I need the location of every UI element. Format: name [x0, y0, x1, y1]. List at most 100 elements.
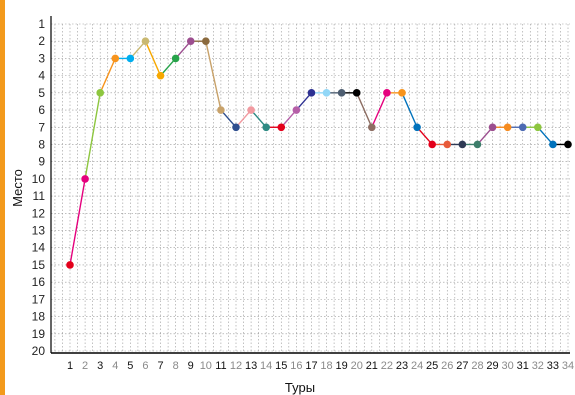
- y-tick-label: 2: [38, 34, 45, 48]
- y-tick-label: 4: [38, 69, 45, 83]
- y-tick-label: 9: [38, 155, 45, 169]
- data-point: [352, 89, 361, 97]
- data-point: [171, 54, 180, 63]
- y-tick-label: 8: [38, 137, 45, 151]
- data-point: [549, 140, 557, 149]
- data-point: [428, 140, 436, 149]
- x-tick-label: 2: [82, 360, 88, 372]
- data-point: [292, 106, 301, 114]
- x-tick-label: 30: [502, 360, 514, 372]
- line-segment: [476, 126, 494, 145]
- y-tick-label: 6: [38, 103, 45, 117]
- data-point: [156, 71, 165, 80]
- x-tick-label: 29: [486, 360, 498, 372]
- data-point: [322, 89, 331, 97]
- data-point: [66, 261, 74, 269]
- x-tick-label: 11: [215, 360, 226, 372]
- data-point: [96, 89, 104, 97]
- data-point: [307, 89, 316, 97]
- data-point: [488, 123, 497, 132]
- line-segment: [220, 109, 237, 128]
- line-segment: [416, 126, 433, 145]
- data-point: [126, 54, 135, 63]
- x-tick-label: 6: [142, 360, 148, 372]
- axes: [50, 16, 570, 354]
- line-segment: [84, 92, 101, 180]
- grid-lines: [51, 23, 570, 353]
- accent-bar: [0, 0, 5, 395]
- y-tick-label: 1: [38, 17, 45, 31]
- y-tick-label: 3: [38, 51, 45, 65]
- y-tick-label: 14: [32, 241, 46, 255]
- line-segment: [537, 126, 554, 145]
- data-point: [81, 175, 89, 183]
- y-tick-label: 10: [32, 172, 46, 186]
- x-tick-label: 19: [336, 360, 348, 372]
- series-points: [66, 37, 572, 269]
- y-tick-label: 16: [32, 275, 46, 289]
- line-segment: [235, 109, 252, 128]
- data-point: [141, 37, 150, 46]
- data-point: [368, 123, 376, 132]
- line-segment: [295, 92, 312, 111]
- y-tick-label: 18: [32, 310, 46, 324]
- line-segment: [205, 41, 222, 111]
- data-point: [111, 54, 120, 63]
- y-tick-label: 20: [32, 344, 46, 358]
- y-tick-label: 17: [32, 292, 46, 306]
- y-tick-label: 12: [32, 206, 46, 220]
- x-tick-label: 27: [456, 360, 468, 372]
- y-tick-label: 7: [38, 120, 45, 134]
- x-tick-label: 18: [320, 360, 332, 372]
- x-tick-label: 24: [411, 360, 423, 372]
- x-tick-label: 32: [532, 360, 544, 372]
- x-tick-label: 21: [366, 360, 378, 372]
- data-point: [503, 123, 512, 132]
- x-tick-labels: 1 2 3 4 5 6 7 8 9 10 11 12 13 14 15 16 17 18 19 20 21 22 23 24 2…: [67, 360, 574, 372]
- data-point: [277, 123, 286, 132]
- y-axis-title: Место: [10, 169, 25, 207]
- data-point: [262, 123, 270, 132]
- x-tick-label: 28: [471, 360, 483, 372]
- line-segment: [250, 109, 267, 128]
- data-point: [534, 123, 542, 132]
- x-tick-label: 33: [547, 360, 559, 372]
- x-tick-label: 4: [112, 360, 118, 372]
- x-tick-label: 7: [157, 360, 163, 372]
- x-tick-label: 15: [275, 360, 287, 372]
- x-tick-label: 26: [441, 360, 453, 372]
- data-point: [518, 123, 527, 132]
- x-tick-label: 5: [127, 360, 133, 372]
- x-axis-title: Туры: [285, 380, 315, 395]
- x-tick-label: 13: [245, 360, 257, 372]
- y-tick-label: 19: [32, 327, 46, 341]
- data-point: [398, 89, 406, 97]
- x-tick-label: 34: [562, 360, 574, 372]
- data-point: [202, 37, 210, 46]
- x-tick-label: 20: [351, 360, 363, 372]
- line-segment: [99, 58, 116, 94]
- data-point: [232, 123, 240, 132]
- x-tick-label: 10: [200, 360, 212, 372]
- line-segment: [175, 40, 192, 59]
- line-segment: [401, 92, 418, 128]
- x-tick-label: 25: [426, 360, 438, 372]
- data-point: [443, 140, 452, 149]
- data-point: [564, 140, 572, 149]
- line-segment: [280, 109, 297, 128]
- y-tick-label: 13: [32, 224, 46, 238]
- x-tick-label: 22: [381, 360, 393, 372]
- line-segment: [129, 40, 146, 59]
- y-tick-label: 5: [38, 86, 45, 100]
- data-point: [473, 140, 482, 149]
- x-tick-label: 16: [290, 360, 302, 372]
- x-tick-label: 14: [260, 360, 272, 372]
- x-tick-label: 3: [97, 360, 103, 372]
- line-segment: [356, 92, 373, 128]
- x-tick-label: 23: [396, 360, 408, 372]
- x-tick-label: 9: [188, 360, 194, 372]
- data-point: [413, 123, 421, 132]
- y-tick-label: 15: [32, 258, 46, 272]
- y-tick-label: 11: [33, 189, 46, 203]
- data-point: [458, 140, 467, 149]
